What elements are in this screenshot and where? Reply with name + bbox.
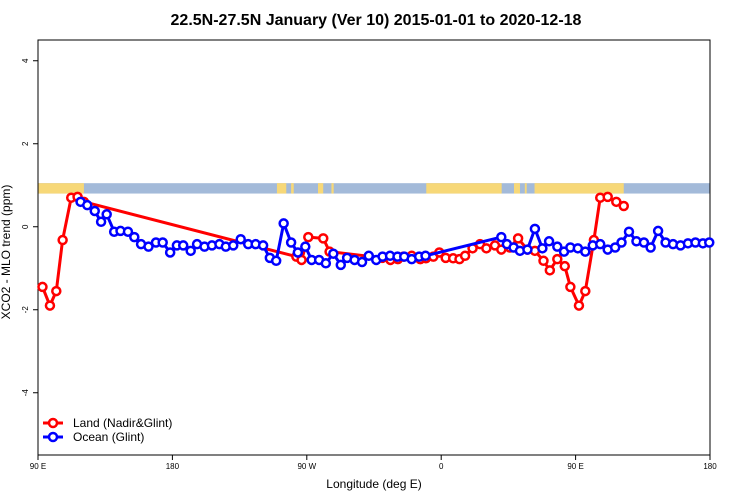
data-point-ocean — [552, 241, 563, 252]
data-point-land — [618, 200, 630, 212]
y-tick-label: 2 — [21, 141, 30, 146]
x-axis-label: Longitude (deg E) — [326, 477, 421, 491]
data-point-ocean — [420, 250, 431, 262]
legend: Land (Nadir&Glint)Ocean (Glint) — [43, 416, 172, 444]
data-point-ocean — [300, 241, 311, 252]
data-point-ocean — [228, 240, 239, 251]
data-point-ocean — [580, 246, 591, 257]
data-point-land — [573, 300, 585, 311]
data-point-ocean — [529, 223, 541, 235]
data-point-ocean — [623, 226, 635, 237]
data-point-land — [565, 281, 576, 293]
chart-title: 22.5N-27.5N January (Ver 10) 2015-01-01 … — [171, 12, 582, 29]
legend-label-land: Land (Nadir&Glint) — [73, 416, 172, 430]
data-point-ocean — [496, 231, 507, 243]
data-point-land — [303, 231, 314, 243]
data-point-land — [538, 255, 549, 267]
data-point-ocean — [164, 247, 176, 258]
data-point-ocean — [609, 242, 621, 253]
data-point-ocean — [543, 236, 555, 247]
data-point-ocean — [704, 237, 715, 248]
data-point-ocean — [292, 247, 304, 258]
y-tick-label: 0 — [21, 224, 30, 229]
data-point-land — [544, 265, 556, 276]
data-point-ocean — [101, 209, 112, 220]
surface-band-ocean — [38, 183, 710, 194]
surface-band-land-segment — [524, 183, 527, 194]
data-point-land — [580, 285, 591, 297]
data-point-ocean — [177, 240, 189, 251]
data-point-ocean — [185, 245, 196, 257]
x-tick-label: 90 E — [567, 462, 583, 471]
x-tick-label: 90 E — [30, 462, 46, 471]
surface-band-land-segment — [318, 183, 324, 194]
data-point-ocean — [638, 237, 650, 248]
surface-band-land-segment — [331, 183, 334, 194]
series-layer — [37, 191, 715, 311]
data-point-ocean — [278, 218, 289, 229]
y-tick-label: -4 — [21, 389, 30, 397]
data-point-ocean — [95, 216, 107, 228]
data-point-land — [559, 260, 571, 272]
data-point-ocean — [652, 225, 664, 237]
data-point-ocean — [645, 242, 656, 253]
y-tick-label: -2 — [21, 306, 30, 314]
data-point-ocean — [320, 258, 332, 269]
y-tick-label: 4 — [21, 58, 30, 63]
surface-band-land-segment — [534, 183, 624, 194]
x-tick-label: 0 — [439, 462, 444, 471]
surface-type-band — [38, 183, 710, 194]
data-point-ocean — [270, 255, 282, 267]
data-point-land — [512, 233, 524, 244]
legend-marker-land — [47, 417, 59, 429]
data-point-ocean — [235, 233, 246, 245]
data-point-ocean — [129, 231, 140, 243]
data-point-land — [611, 196, 622, 208]
y-axis: 4 2 0 -2 -4 — [21, 58, 38, 396]
data-point-ocean — [537, 243, 548, 254]
data-point-ocean — [335, 259, 347, 271]
data-point-land — [37, 281, 48, 293]
x-tick-label: 90 W — [297, 462, 316, 471]
data-point-ocean — [285, 237, 297, 248]
data-point-ocean — [82, 199, 93, 211]
data-point-land — [317, 233, 329, 244]
surface-band-land-segment — [514, 183, 520, 194]
data-point-land — [602, 191, 613, 203]
data-point-ocean — [363, 250, 375, 262]
data-point-ocean — [616, 237, 627, 248]
x-tick-label: 180 — [703, 462, 717, 471]
data-point-land — [57, 234, 68, 246]
data-point-ocean — [328, 248, 339, 259]
data-point-land — [552, 253, 563, 265]
data-point-ocean — [356, 256, 368, 268]
x-tick-label: 180 — [166, 462, 180, 471]
surface-band-land-segment — [426, 183, 502, 194]
legend-marker-ocean — [47, 431, 59, 443]
data-point-ocean — [257, 240, 269, 251]
data-point-land — [459, 250, 471, 262]
data-point-ocean — [157, 237, 168, 248]
data-point-ocean — [522, 244, 533, 255]
y-axis-label: XCO2 - MLO trend (ppm) — [0, 185, 13, 320]
surface-band-land-segment — [291, 183, 294, 194]
data-point-ocean — [122, 226, 134, 237]
data-point-land — [44, 300, 56, 311]
data-point-ocean — [89, 205, 100, 217]
data-point-land — [51, 285, 62, 297]
surface-band-land-segment — [38, 183, 84, 194]
legend-label-ocean: Ocean (Glint) — [73, 430, 144, 444]
data-point-ocean — [594, 238, 606, 250]
x-axis: 90 E 180 90 W 0 90 E 180 — [30, 455, 717, 471]
data-point-ocean — [143, 241, 154, 252]
surface-band-land-segment — [276, 183, 287, 194]
data-point-land — [481, 243, 492, 254]
